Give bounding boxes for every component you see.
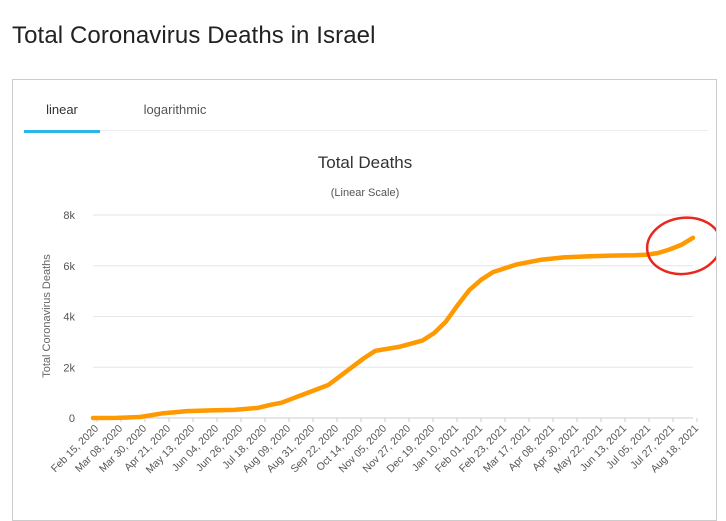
y-tick-label: 8k [63, 210, 75, 222]
y-axis-title: Total Coronavirus Deaths [41, 254, 53, 378]
y-tick-label: 0 [69, 413, 75, 425]
total-deaths-chart: Total Deaths (Linear Scale) Total Corona… [41, 153, 716, 476]
tab-logarithmic[interactable]: logarithmic [143, 102, 207, 117]
series-layer [90, 235, 696, 421]
chart-subtitle: (Linear Scale) [331, 187, 399, 199]
y-tick-label: 2k [63, 362, 75, 374]
scale-tabs: linear logarithmic [24, 94, 708, 133]
series-line [90, 235, 696, 421]
annotation-layer [645, 216, 716, 276]
y-tick-label: 6k [63, 261, 75, 273]
page-title: Total Coronavirus Deaths in Israel [12, 22, 376, 49]
annotation-circle [645, 216, 716, 276]
chart-title: Total Deaths [318, 153, 413, 172]
chart-card: linear logarithmic Total Deaths (Linear … [12, 79, 717, 521]
tab-linear[interactable]: linear [24, 94, 100, 133]
y-tick-label: 4k [63, 312, 75, 324]
y-tick-labels: 0 2k 4k 6k 8k [63, 210, 75, 425]
grid-layer [93, 214, 693, 419]
